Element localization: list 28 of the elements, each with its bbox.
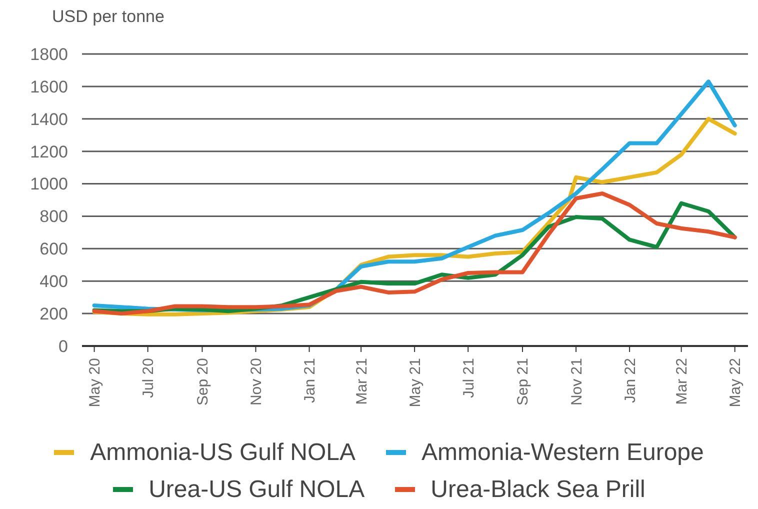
y-tick-label: 200 <box>40 304 68 324</box>
y-tick-label: 1800 <box>30 44 68 64</box>
y-tick-label: 400 <box>40 272 68 292</box>
x-tick-label: May 22 <box>727 358 744 408</box>
y-tick-label: 800 <box>40 207 68 226</box>
y-tick-label: 0 <box>58 336 68 356</box>
y-tick-label: 1200 <box>30 142 68 162</box>
legend-label: Urea-Black Sea Prill <box>430 476 646 504</box>
x-tick-label: Nov 20 <box>248 358 265 406</box>
x-tick-label: Jan 22 <box>622 358 639 404</box>
y-tick-label: 1400 <box>30 110 68 129</box>
y-axis-title: USD per tonne <box>52 7 164 26</box>
legend-label: Ammonia-US Gulf NOLA <box>90 438 356 466</box>
x-tick-label: Jul 20 <box>140 358 158 398</box>
x-tick-label: May 21 <box>406 358 424 408</box>
x-tick-label: Jan 21 <box>302 358 319 404</box>
legend-label: Urea-US Gulf NOLA <box>148 476 365 504</box>
x-tick-label: Jul 21 <box>460 358 478 398</box>
x-tick-label: Nov 21 <box>568 358 586 406</box>
x-tick-label: Mar 21 <box>353 358 370 405</box>
y-tick-label: 1600 <box>30 77 68 96</box>
x-tick-label: Mar 22 <box>674 358 691 405</box>
x-tick-label: Sep 20 <box>194 358 212 406</box>
x-tick-label: Sep 21 <box>514 358 532 406</box>
y-tick-label: 600 <box>40 240 68 259</box>
y-tick-label: 1000 <box>30 174 68 194</box>
x-tick-label: May 20 <box>86 358 104 408</box>
legend-label: Ammonia-Western Europe <box>422 438 704 466</box>
